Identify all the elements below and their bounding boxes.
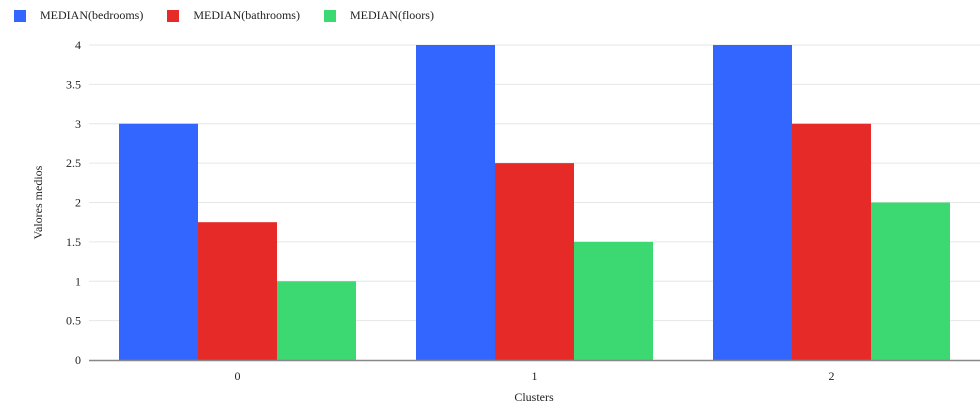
legend-item-floors[interactable]: MEDIAN(floors) [323,8,434,23]
y-tick-label: 1 [75,274,81,288]
legend: MEDIAN(bedrooms) MEDIAN(bathrooms) MEDIA… [14,8,458,23]
x-tick-label: 1 [532,369,538,383]
legend-swatch-floors [323,9,336,22]
bars-layer [119,45,950,360]
legend-label-floors: MEDIAN(floors) [349,8,434,22]
y-tick-label: 1.5 [66,235,81,249]
x-tick-label: 2 [829,369,835,383]
legend-item-bedrooms[interactable]: MEDIAN(bedrooms) [14,8,143,23]
x-tick-label: 0 [235,369,241,383]
legend-swatch-bedrooms [14,9,26,22]
bar[interactable] [119,123,198,360]
y-tick-label: 0.5 [66,314,81,328]
legend-label-bathrooms: MEDIAN(bathrooms) [193,8,300,22]
y-tick-label: 0 [75,353,81,367]
y-tick-label: 3 [75,117,81,131]
legend-label-bedrooms: MEDIAN(bedrooms) [40,8,144,22]
legend-item-bathrooms[interactable]: MEDIAN(bathrooms) [167,8,300,23]
bar[interactable] [198,222,277,360]
legend-swatch-bathrooms [167,9,180,22]
bar[interactable] [574,241,653,360]
y-axis-label: Valores medios [31,165,45,239]
y-tick-label: 2 [75,196,81,210]
bar[interactable] [495,163,574,360]
y-tick-label: 4 [75,38,81,52]
y-tick-label: 2.5 [66,156,81,170]
bar[interactable] [277,281,356,360]
axis-layer: 0 0.5 1 1.5 2 2.5 3 3.5 4 0 1 2 [66,38,980,383]
bar[interactable] [871,202,950,361]
x-axis-label: Clusters [514,390,554,404]
bar[interactable] [792,123,871,360]
bar[interactable] [416,45,495,360]
y-tick-label: 3.5 [66,77,81,91]
bar[interactable] [713,45,792,360]
